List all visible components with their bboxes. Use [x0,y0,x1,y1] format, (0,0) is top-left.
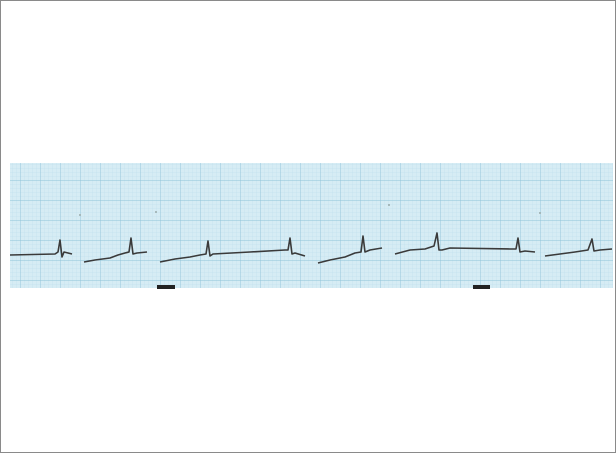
ecg-image [0,0,616,453]
calibration-mark [157,285,175,289]
dot [79,214,81,216]
dot [388,204,390,206]
ecg-grid [10,163,613,288]
dot [539,212,541,214]
calibration-mark [473,285,490,289]
dot [155,211,157,213]
